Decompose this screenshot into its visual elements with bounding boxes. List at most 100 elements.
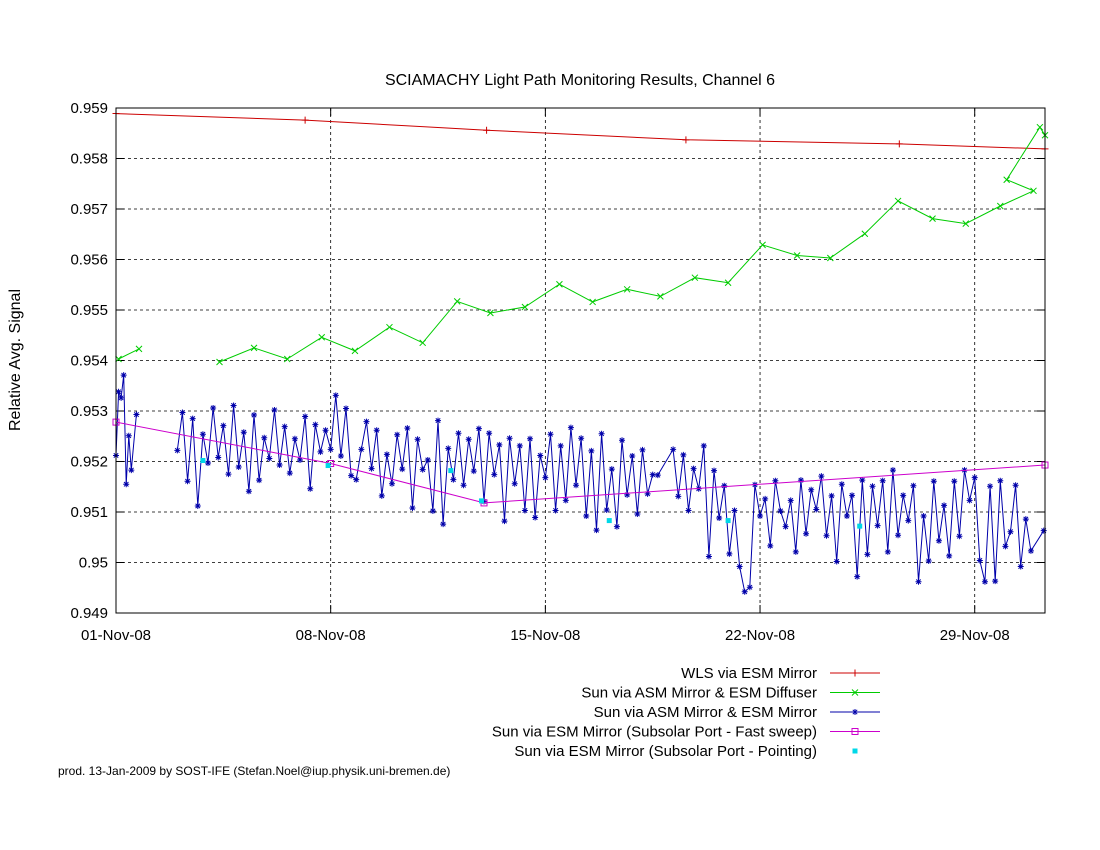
data-point (281, 423, 288, 430)
data-point (724, 279, 732, 287)
data-point (915, 578, 922, 585)
data-point (301, 116, 309, 124)
data-point (895, 532, 902, 539)
data-point (120, 372, 127, 379)
y-tick-label: 0.954 (70, 353, 108, 370)
legend-label: Sun via ASM Mirror & ESM Diffuser (581, 685, 817, 702)
data-point (1003, 176, 1011, 184)
grid (115, 107, 1045, 614)
data-point (230, 402, 237, 409)
data-point (746, 584, 753, 591)
y-tick-label: 0.951 (70, 504, 108, 521)
data-point (251, 412, 258, 419)
data-point (414, 436, 421, 443)
data-point (1036, 123, 1044, 131)
data-point (532, 514, 539, 521)
data-point (373, 427, 380, 434)
data-point (483, 126, 491, 134)
data-point (731, 507, 738, 514)
data-point (297, 456, 304, 463)
y-tick-labels: 0.949 0.95 0.951 0.952 0.953 0.954 0.955 0.956 0… (70, 100, 108, 622)
chart-title: SCIAMACHY Light Path Monitoring Results,… (385, 72, 775, 89)
data-point (511, 480, 518, 487)
data-point (557, 442, 564, 449)
data-point (603, 506, 610, 513)
data-point (854, 573, 861, 580)
data-point (644, 490, 651, 497)
data-point (941, 502, 948, 509)
data-point (189, 415, 196, 422)
data-point (772, 477, 779, 484)
data-point (606, 518, 612, 524)
data-point (759, 241, 766, 249)
data-point (325, 463, 331, 469)
data-point (777, 507, 784, 514)
data-point (216, 358, 223, 366)
data-point (889, 467, 896, 474)
data-point (419, 339, 427, 347)
data-point (859, 477, 866, 484)
data-point (1012, 482, 1019, 489)
data-point (951, 478, 958, 485)
x-tick-label: 15-Nov-08 (510, 627, 580, 644)
data-point (895, 140, 903, 148)
data-point (690, 465, 697, 472)
data-point (435, 417, 442, 424)
data-point (250, 344, 258, 352)
data-point (639, 446, 646, 453)
data-point (657, 293, 664, 300)
data-point (460, 482, 467, 489)
data-point (736, 563, 743, 570)
data-point (578, 435, 585, 442)
legend-label: WLS via ESM Mirror (681, 665, 817, 682)
x-tick-label: 22-Nov-08 (725, 627, 795, 644)
data-point (521, 303, 529, 311)
data-point (1017, 563, 1024, 570)
data-point (266, 455, 273, 462)
data-point (128, 467, 135, 474)
data-point (598, 430, 605, 437)
data-point (118, 394, 125, 401)
data-point (700, 442, 707, 449)
data-point (481, 498, 488, 505)
data-point (378, 492, 385, 499)
data-point (351, 347, 359, 355)
data-point (593, 527, 600, 534)
data-point (976, 557, 983, 564)
data-point (1030, 187, 1037, 195)
data-point (649, 471, 656, 478)
data-point (996, 202, 1004, 210)
data-point (869, 483, 876, 490)
series-line (115, 421, 1046, 504)
data-point (276, 462, 283, 469)
data-point (478, 498, 484, 504)
legend-marker (852, 748, 858, 754)
series-line (115, 113, 1046, 150)
data-point (818, 473, 825, 480)
data-point (235, 464, 242, 471)
y-tick-label: 0.959 (70, 100, 108, 117)
data-point (884, 548, 891, 555)
data-point (826, 254, 834, 262)
data-point (562, 497, 569, 504)
data-point (115, 355, 122, 363)
data-point (828, 492, 835, 499)
data-point (711, 467, 718, 474)
data-point (1027, 547, 1034, 554)
data-point (409, 504, 416, 511)
data-point (556, 280, 563, 288)
y-axis-label: Relative Avg. Signal (7, 289, 24, 431)
data-point (419, 466, 426, 473)
data-point (861, 230, 869, 238)
data-point (925, 557, 932, 564)
series-2 (113, 372, 1047, 595)
data-point (956, 533, 963, 540)
data-point (210, 404, 217, 411)
data-point (803, 530, 810, 537)
data-point (470, 468, 477, 475)
data-point (194, 502, 201, 509)
data-point (910, 482, 917, 489)
data-point (283, 355, 291, 363)
data-point (133, 411, 140, 418)
legend-marker (851, 669, 859, 677)
